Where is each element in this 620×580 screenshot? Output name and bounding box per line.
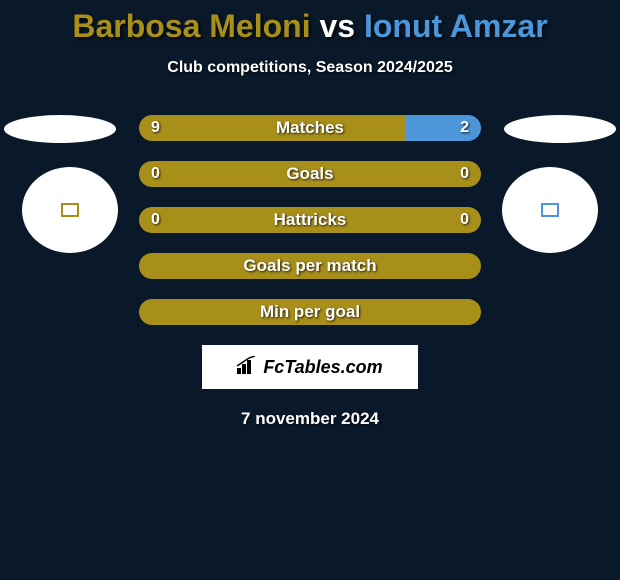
chart-area: Matches 9 2 Goals 0 0 Hattricks 0 0 Goals per mat…	[0, 115, 620, 325]
logo-text: FcTables.com	[263, 357, 382, 378]
page-title: Barbosa Meloni vs Ionut Amzar	[0, 0, 620, 45]
bar-label: Goals	[286, 164, 333, 184]
date-text: 7 november 2024	[0, 409, 620, 429]
bar-label: Min per goal	[260, 302, 360, 322]
bar-value-left: 0	[151, 211, 160, 229]
logo-box: FcTables.com	[202, 345, 418, 389]
player2-flag-icon	[541, 203, 559, 217]
player1-flag-icon	[61, 203, 79, 217]
chart-icon	[237, 356, 259, 379]
bar-label: Matches	[276, 118, 344, 138]
bar-value-right: 0	[460, 211, 469, 229]
title-player2: Ionut Amzar	[364, 8, 548, 44]
bar-value-right: 2	[460, 119, 469, 137]
player1-ellipse	[4, 115, 116, 143]
bar-segment-right	[406, 115, 481, 141]
player2-avatar	[502, 167, 598, 253]
comparison-bars: Matches 9 2 Goals 0 0 Hattricks 0 0 Goals per mat…	[139, 115, 481, 325]
bar-label: Hattricks	[274, 210, 347, 230]
title-player1: Barbosa Meloni	[72, 8, 310, 44]
bar-value-left: 9	[151, 119, 160, 137]
bar-row: Matches 9 2	[139, 115, 481, 141]
player1-avatar	[22, 167, 118, 253]
bar-row: Hattricks 0 0	[139, 207, 481, 233]
bar-segment-left	[139, 115, 406, 141]
bar-value-left: 0	[151, 165, 160, 183]
bar-row: Min per goal	[139, 299, 481, 325]
bar-label: Goals per match	[243, 256, 376, 276]
title-vs: vs	[319, 8, 355, 44]
bar-value-right: 0	[460, 165, 469, 183]
bar-row: Goals 0 0	[139, 161, 481, 187]
bar-row: Goals per match	[139, 253, 481, 279]
subtitle: Club competitions, Season 2024/2025	[0, 59, 620, 77]
player2-ellipse	[504, 115, 616, 143]
